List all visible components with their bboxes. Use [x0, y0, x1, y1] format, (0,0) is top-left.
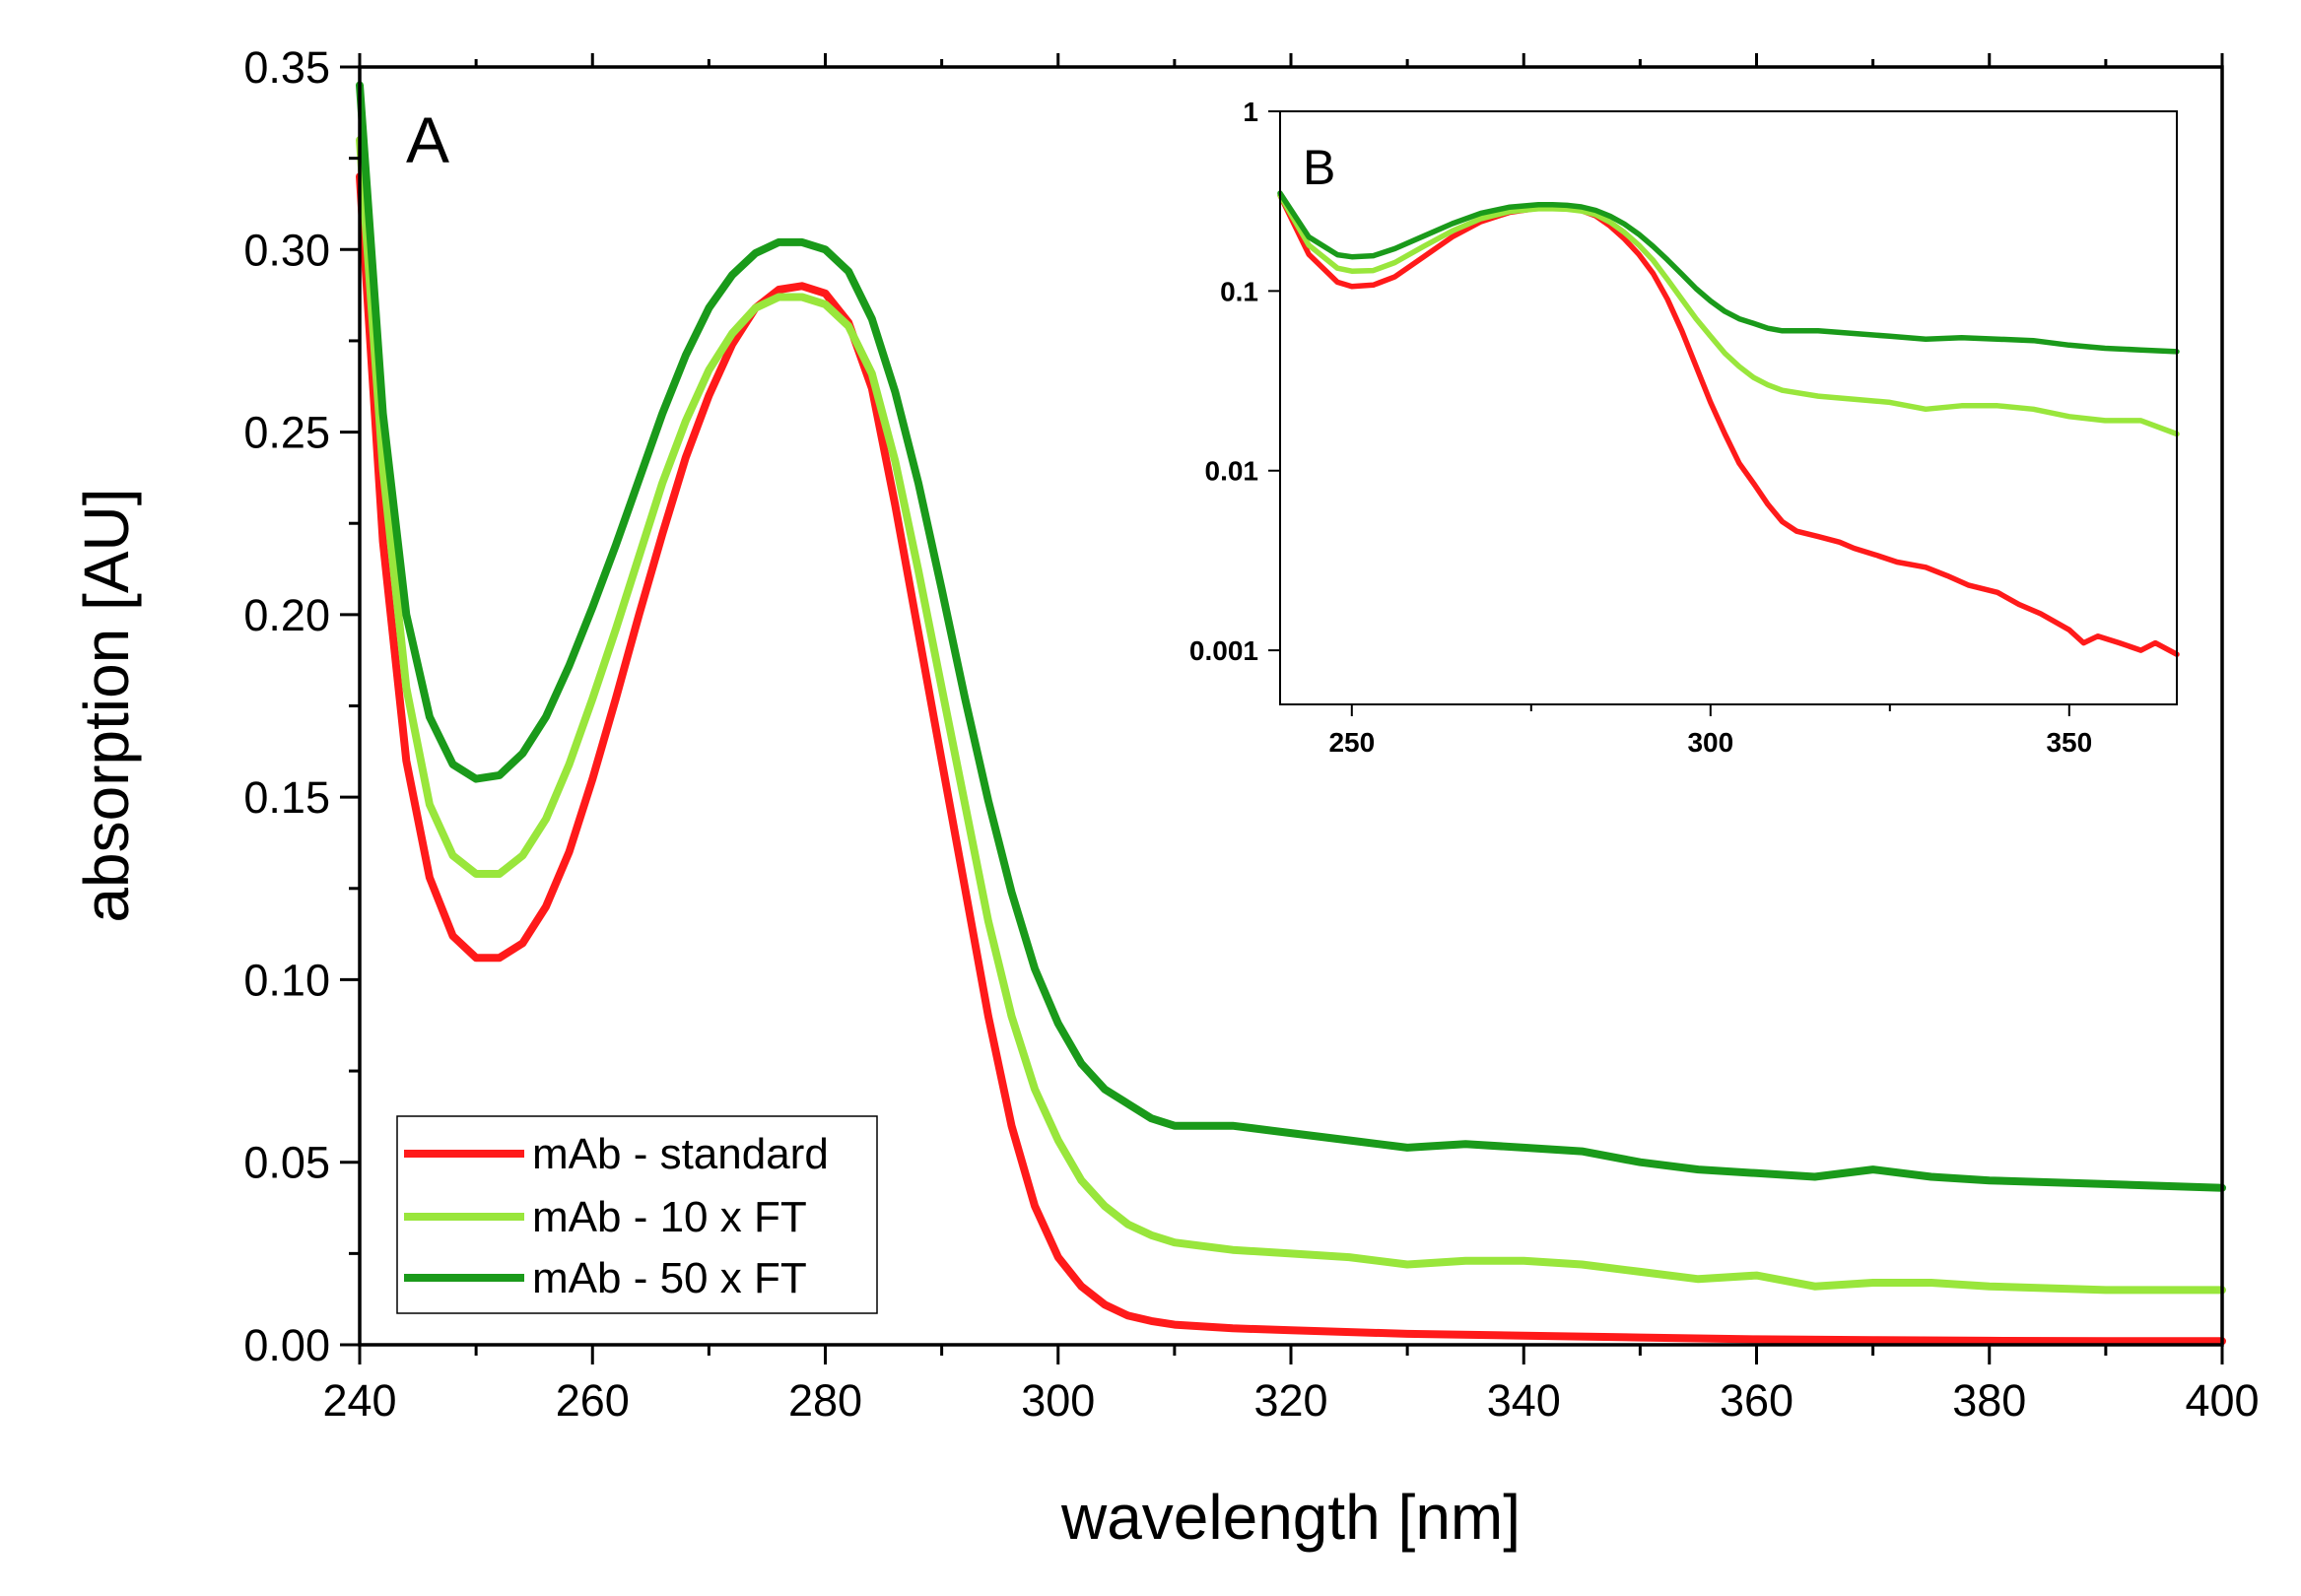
- main-panel-label: A: [406, 103, 449, 176]
- inset-ticks-group: 250 300 350 1 0.1 0.01 0.001: [1189, 97, 2092, 758]
- main-chart: 240 260 280 300 320 340 360 380 400 0.00 0.05 0.10 0…: [71, 42, 2260, 1553]
- series-line-mab-10-x-ft: [356, 136, 2226, 1295]
- main-x-tick-label-260: 260: [556, 1375, 630, 1426]
- series-line-mab-50-x-ft: [356, 81, 2226, 1192]
- main-y-axis-title: absorption [AU]: [71, 488, 142, 922]
- main-y-tick-label-0.00: 0.00: [243, 1320, 330, 1370]
- main-y-tick-label-0.10: 0.10: [243, 955, 330, 1005]
- main-x-tick-label-360: 360: [1720, 1375, 1793, 1426]
- inset-panel-label: B: [1303, 140, 1335, 195]
- main-x-tick-label-380: 380: [1952, 1375, 2026, 1426]
- legend: mAb - standard mAb - 10 x FT mAb - 50 x …: [396, 1115, 878, 1314]
- inset-x-tick-label-350: 350: [2046, 727, 2092, 758]
- main-x-tick-label-340: 340: [1487, 1375, 1561, 1426]
- main-x-tick-label-280: 280: [788, 1375, 862, 1426]
- main-y-tick-label-0.15: 0.15: [243, 772, 330, 823]
- main-x-tick-label-300: 300: [1021, 1375, 1095, 1426]
- inset-x-tick-label-300: 300: [1687, 727, 1733, 758]
- main-y-tick-label-0.25: 0.25: [243, 408, 330, 458]
- inset-series-group: [1277, 190, 2180, 657]
- legend-label-standard: mAb - standard: [532, 1130, 829, 1178]
- inset-plot-frame: [1279, 110, 2178, 705]
- inset-x-tick-label-250: 250: [1328, 727, 1375, 758]
- inset-y-tick-label-0-01: 0.01: [1205, 456, 1259, 487]
- series-line-mab-standard: [356, 172, 2226, 1346]
- main-y-tick-label-0.35: 0.35: [243, 42, 330, 93]
- main-x-axis-title: wavelength [nm]: [1060, 1482, 1521, 1553]
- main-y-tick-label-0.20: 0.20: [243, 590, 330, 640]
- inset-series-line-1: [1277, 192, 2180, 437]
- main-x-tick-label-240: 240: [322, 1375, 396, 1426]
- main-ticks-group: 240 260 280 300 320 340 360 380 400 0.00 0.05 0.10 0…: [243, 42, 2259, 1426]
- legend-label-10xft: mAb - 10 x FT: [532, 1193, 807, 1241]
- inset-y-tick-label-0-1: 0.1: [1220, 276, 1258, 306]
- legend-label-50xft: mAb - 50 x FT: [532, 1254, 807, 1302]
- main-series-group: [356, 81, 2226, 1346]
- main-y-tick-label-0.30: 0.30: [243, 225, 330, 275]
- main-y-tick-label-0.05: 0.05: [243, 1138, 330, 1188]
- inset-chart: 250 300 350 1 0.1 0.01 0.001 B: [1189, 97, 2180, 758]
- inset-series-line-0: [1277, 192, 2180, 657]
- inset-y-tick-label-0-001: 0.001: [1189, 635, 1258, 666]
- main-x-tick-label-320: 320: [1253, 1375, 1327, 1426]
- inset-series-line-2: [1277, 190, 2180, 355]
- main-x-tick-label-400: 400: [2185, 1375, 2259, 1426]
- inset-y-tick-label-1: 1: [1243, 97, 1258, 127]
